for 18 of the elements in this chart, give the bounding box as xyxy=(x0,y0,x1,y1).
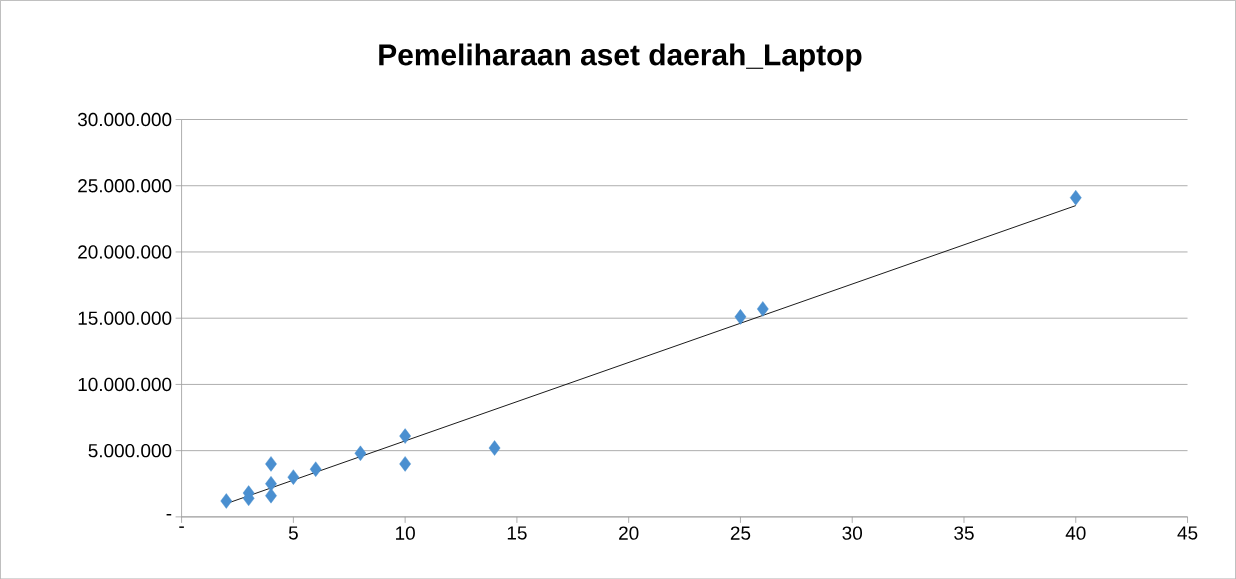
x-tick-label: 30 xyxy=(842,526,863,540)
x-tick-label: 15 xyxy=(507,526,527,540)
x-tick-label: 45 xyxy=(1177,526,1198,540)
y-tick-label: 15.000.000 xyxy=(78,311,172,325)
y-tick-label: 30.000.000 xyxy=(77,112,172,127)
x-tick-label: 10 xyxy=(396,526,415,540)
x-tick-label: 5 xyxy=(288,526,298,540)
x-tick-label: 25 xyxy=(730,526,751,540)
x-tick-label: 20 xyxy=(619,526,639,540)
y-tick-label: 10.000.000 xyxy=(78,377,172,391)
chart-title: Pemeliharaan aset daerah_Laptop xyxy=(379,43,862,72)
y-tick-label: 25.000.000 xyxy=(78,178,172,193)
x-tick-label: 35 xyxy=(954,526,974,540)
x-tick-label: - xyxy=(179,526,184,528)
x-tick-label: 40 xyxy=(1065,526,1086,540)
y-tick-label: 5.000.000 xyxy=(88,443,172,458)
y-tick-label: - xyxy=(166,513,172,516)
y-tick-label: 20.000.000 xyxy=(78,245,172,259)
